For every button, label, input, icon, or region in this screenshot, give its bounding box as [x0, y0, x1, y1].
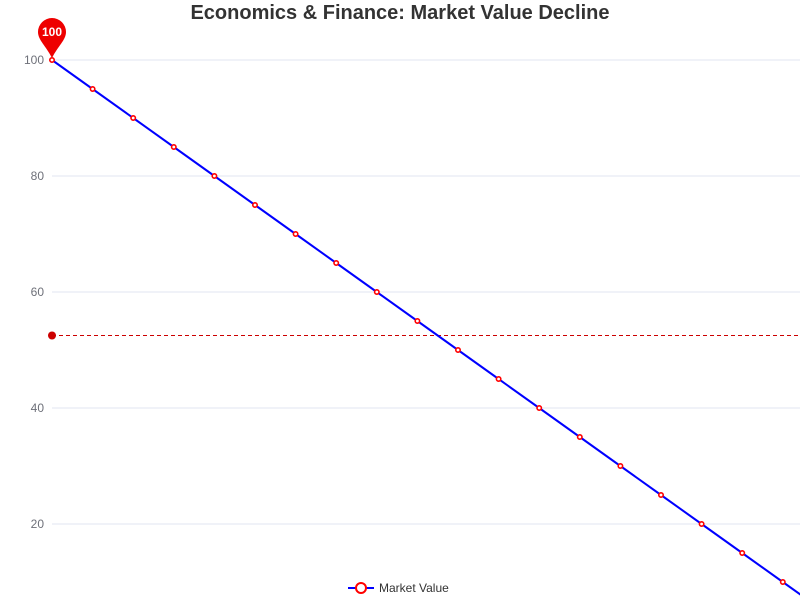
legend[interactable]: Market Value: [348, 581, 449, 595]
average-mark-line: [48, 331, 800, 340]
data-point: [333, 259, 340, 266]
max-pin-label: 100: [42, 25, 62, 39]
max-mark-point: 100: [38, 18, 66, 58]
average-line-start-dot: [48, 331, 56, 340]
data-point: [617, 462, 624, 469]
series-line: [51, 59, 800, 596]
data-point: [576, 433, 583, 440]
data-point: [414, 317, 421, 324]
data-point: [698, 520, 705, 527]
series-market-value: [48, 56, 800, 596]
grid-lines: [52, 59, 800, 525]
y-tick-label: 60: [31, 285, 45, 299]
y-axis-ticks: 20 40 60 80 100: [24, 53, 44, 531]
data-point: [657, 491, 664, 498]
data-point: [48, 56, 55, 63]
data-point: [211, 173, 218, 180]
data-point: [739, 549, 746, 556]
data-point: [252, 202, 259, 209]
data-point: [779, 578, 786, 585]
data-point: [495, 375, 502, 382]
data-point: [373, 288, 380, 295]
legend-label: Market Value: [379, 581, 449, 595]
y-tick-label: 40: [31, 401, 45, 415]
y-tick-label: 80: [31, 169, 45, 183]
max-pin: [38, 18, 66, 58]
data-point: [454, 346, 461, 353]
legend-marker-swatch: [355, 582, 367, 594]
data-point: [536, 404, 543, 411]
data-point: [170, 144, 177, 151]
y-tick-label: 20: [31, 517, 45, 531]
data-point: [89, 86, 96, 93]
data-point: [292, 231, 299, 238]
chart-title: Economics & Finance: Market Value Declin…: [190, 2, 610, 24]
data-point: [130, 115, 137, 122]
y-tick-label: 100: [24, 53, 44, 67]
